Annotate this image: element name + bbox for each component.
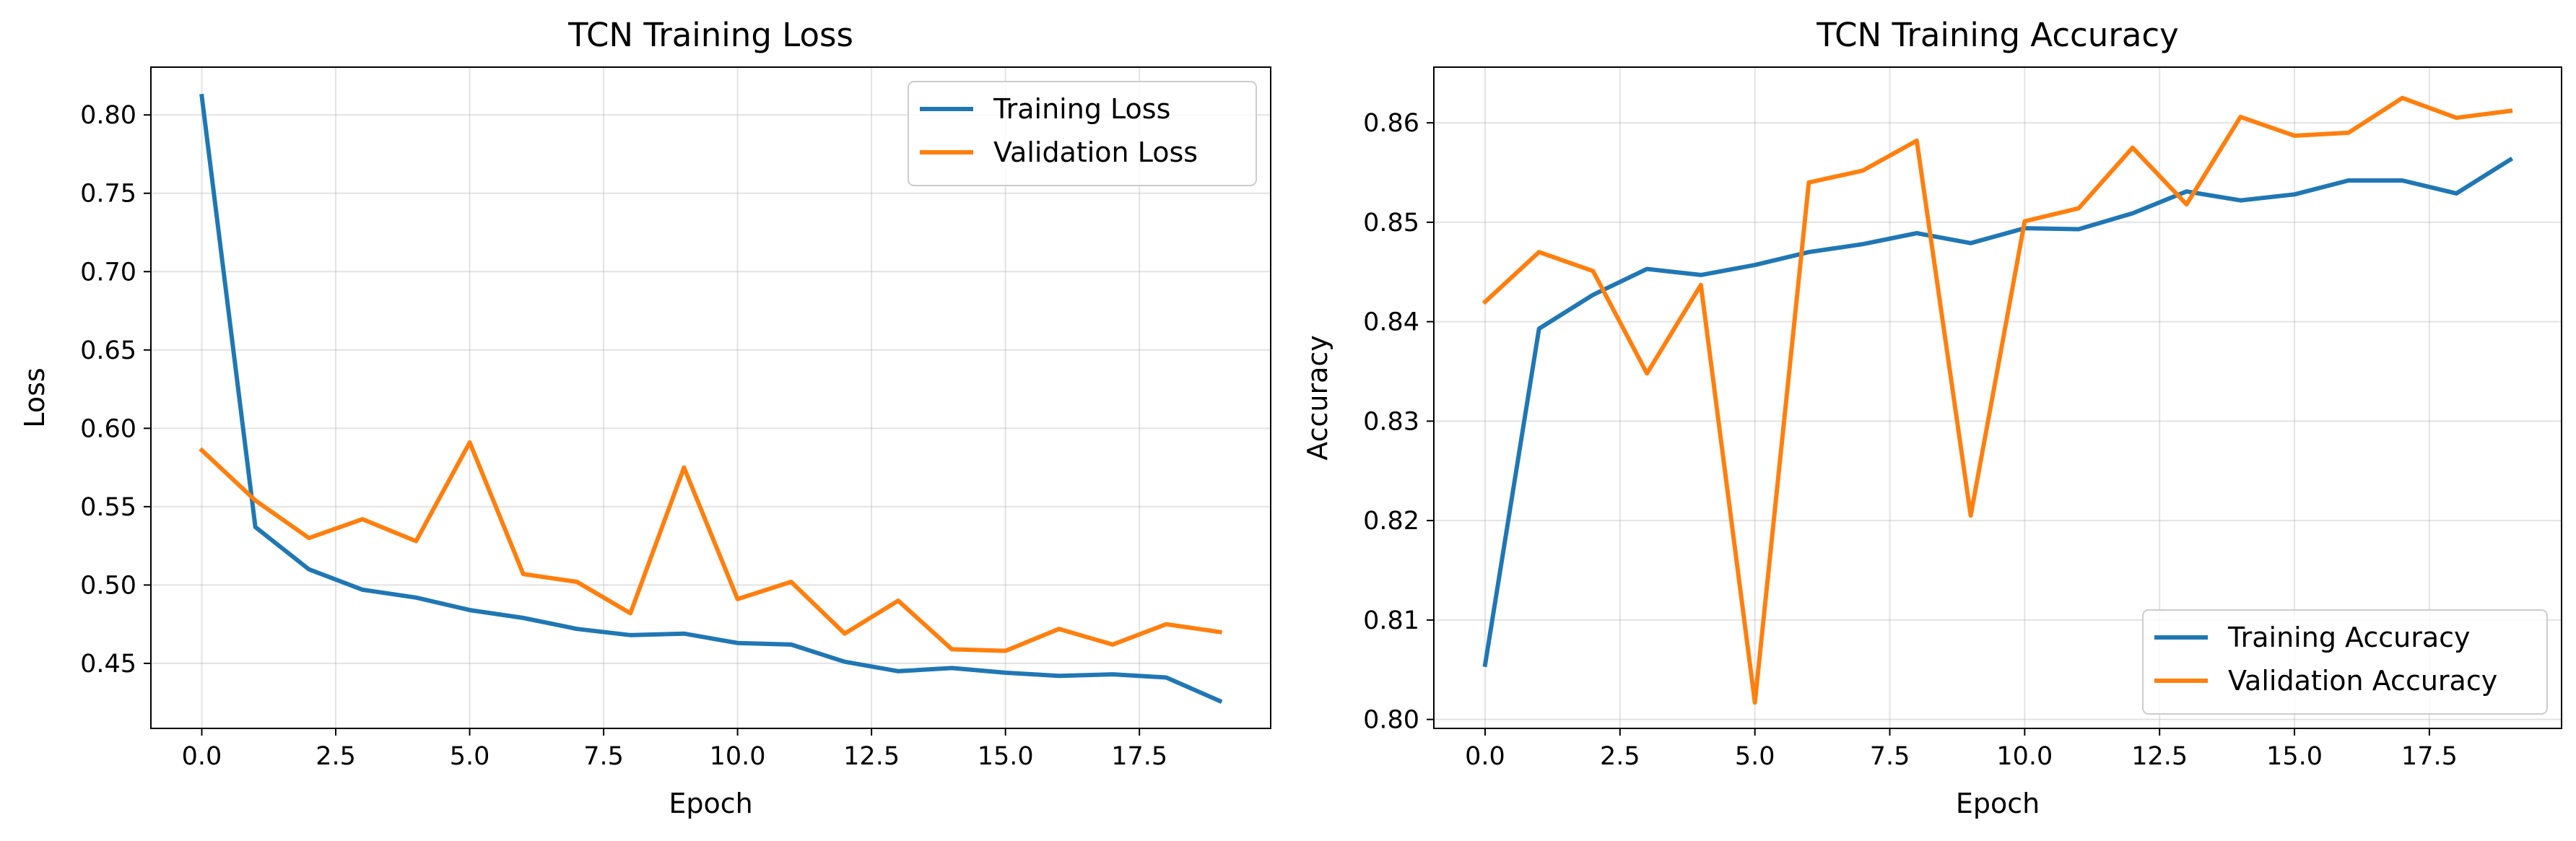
x-tick-label: 0.0 xyxy=(182,742,222,771)
legend: Training Accuracy Validation Accuracy xyxy=(2142,609,2548,715)
y-tick-label: 0.60 xyxy=(80,414,136,443)
legend-label: Validation Loss xyxy=(993,136,1198,168)
y-tick-label: 0.80 xyxy=(1363,706,1419,735)
series-line-training-loss xyxy=(199,93,1223,704)
x-tick-label: 7.5 xyxy=(583,742,624,771)
x-tick-label: 15.0 xyxy=(978,742,1034,771)
legend: Training Loss Validation Loss xyxy=(908,81,1257,186)
chart-title: TCN Training Accuracy xyxy=(1816,16,2179,54)
series-line-training-accuracy xyxy=(1482,156,2514,668)
y-tick-label: 0.81 xyxy=(1363,606,1419,635)
x-tick-label: 17.5 xyxy=(2401,742,2458,771)
y-tick-label: 0.80 xyxy=(80,101,136,130)
legend-box xyxy=(908,81,1257,186)
x-tick-label: 17.5 xyxy=(1111,742,1167,771)
series-line-validation-accuracy xyxy=(1481,95,2513,705)
series-line-validation-loss xyxy=(199,440,1222,653)
axis-ticks: 0.0 2.5 5.0 7.5 10.0 12.5 15.0 17.5 0.80 0.81 0.82… xyxy=(1363,109,2458,771)
legend-label: Training Loss xyxy=(993,93,1170,125)
y-tick-label: 0.70 xyxy=(80,258,136,287)
y-tick-label: 0.75 xyxy=(80,180,136,209)
plot-series xyxy=(1481,95,2514,705)
x-axis-label: Epoch xyxy=(1956,788,2040,819)
legend-box xyxy=(2142,609,2548,715)
x-tick-label: 12.5 xyxy=(2131,742,2188,771)
x-tick-label: 12.5 xyxy=(843,742,900,771)
loss-chart: TCN Training Loss Epoch Loss 0.0 2.5 5.0 7.… xyxy=(19,16,1271,819)
y-tick-label: 0.82 xyxy=(1363,507,1419,536)
y-tick-label: 0.86 xyxy=(1363,109,1419,138)
legend-label: Training Accuracy xyxy=(2227,622,2471,653)
y-axis-label: Accuracy xyxy=(1302,335,1333,461)
x-tick-label: 5.0 xyxy=(450,742,490,771)
plot-frame xyxy=(1433,66,2562,729)
y-tick-label: 0.85 xyxy=(1363,209,1419,238)
plot-frame xyxy=(150,66,1271,729)
x-axis-label: Epoch xyxy=(669,788,752,819)
accuracy-chart: TCN Training Accuracy Epoch Accuracy 0.0… xyxy=(1302,16,2562,819)
y-tick-label: 0.55 xyxy=(80,493,136,522)
x-tick-label: 10.0 xyxy=(1996,742,2053,771)
chart-title: TCN Training Loss xyxy=(567,16,853,54)
x-tick-label: 2.5 xyxy=(316,742,356,771)
plot-series xyxy=(199,93,1223,704)
y-tick-label: 0.84 xyxy=(1363,308,1419,337)
y-axis-label: Loss xyxy=(19,367,51,427)
x-tick-label: 7.5 xyxy=(1870,742,1910,771)
grid xyxy=(151,67,1271,728)
x-tick-label: 0.0 xyxy=(1465,742,1505,771)
x-tick-label: 2.5 xyxy=(1600,742,1640,771)
legend-label: Validation Accuracy xyxy=(2228,665,2497,697)
x-tick-label: 5.0 xyxy=(1735,742,1775,771)
x-tick-label: 10.0 xyxy=(710,742,766,771)
y-tick-label: 0.45 xyxy=(80,650,136,679)
y-tick-label: 0.50 xyxy=(80,571,136,600)
axis-ticks: 0.0 2.5 5.0 7.5 10.0 12.5 15.0 17.5 0.45 0.50 0.55… xyxy=(80,101,1167,771)
y-tick-label: 0.65 xyxy=(80,336,136,365)
y-tick-label: 0.83 xyxy=(1363,407,1419,436)
x-tick-label: 15.0 xyxy=(2266,742,2323,771)
